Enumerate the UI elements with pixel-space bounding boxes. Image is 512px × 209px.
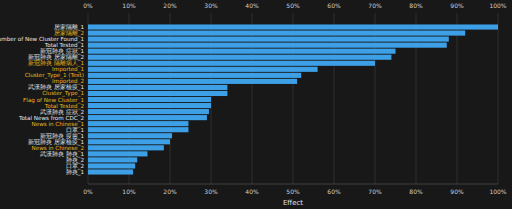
grid <box>88 13 498 184</box>
bar <box>88 163 135 168</box>
tick-label: 20% <box>163 188 177 195</box>
bar <box>88 79 297 84</box>
bar <box>88 139 170 144</box>
tick-label: 100% <box>489 188 506 195</box>
tick-label: 80% <box>409 188 423 195</box>
background <box>0 0 512 209</box>
tick-label: 100% <box>489 2 506 9</box>
bar <box>88 127 188 132</box>
tick-label: 0% <box>83 2 93 9</box>
bar <box>88 85 227 90</box>
tick-label: 90% <box>450 188 464 195</box>
tick-label: 50% <box>286 2 300 9</box>
bar <box>88 73 301 78</box>
bar <box>88 30 465 35</box>
axis-title: Effect <box>283 199 303 207</box>
bar <box>88 67 318 72</box>
bar <box>88 157 137 162</box>
bar <box>88 151 147 156</box>
tick-label: 50% <box>286 188 300 195</box>
tick-label: 70% <box>368 188 382 195</box>
chart: 0% 0% 10% 10% 20% 20% 30% 30% 40% 40% 50% 50% 60% 60%… <box>0 0 512 209</box>
tick-label: 10% <box>122 188 136 195</box>
bar <box>88 109 209 114</box>
bar <box>88 169 133 174</box>
bar <box>88 91 227 96</box>
bar <box>88 97 211 102</box>
tick-label: 80% <box>409 2 423 9</box>
tick-label: 90% <box>450 2 464 9</box>
bar <box>88 115 207 120</box>
bar <box>88 24 498 29</box>
tick-label: 20% <box>163 2 177 9</box>
tick-label: 30% <box>204 2 218 9</box>
bars <box>88 24 498 174</box>
bar <box>88 43 447 48</box>
bar <box>88 61 375 66</box>
bar <box>88 145 164 150</box>
tick-label: 60% <box>327 188 341 195</box>
tick-label: 70% <box>368 2 382 9</box>
bar <box>88 103 211 108</box>
grid-line <box>498 13 499 184</box>
category-label: 肺炎_1 <box>66 169 85 176</box>
grid-line <box>457 13 458 184</box>
tick-label: 10% <box>122 2 136 9</box>
bar <box>88 55 391 60</box>
tick-label: 40% <box>245 188 259 195</box>
bar <box>88 121 188 126</box>
bar <box>88 133 172 138</box>
tick-label: 40% <box>245 2 259 9</box>
axis-line <box>88 184 498 185</box>
bar <box>88 37 449 42</box>
tick-label: 30% <box>204 188 218 195</box>
tick-label: 0% <box>83 188 93 195</box>
bar <box>88 49 396 54</box>
tick-label: 60% <box>327 2 341 9</box>
